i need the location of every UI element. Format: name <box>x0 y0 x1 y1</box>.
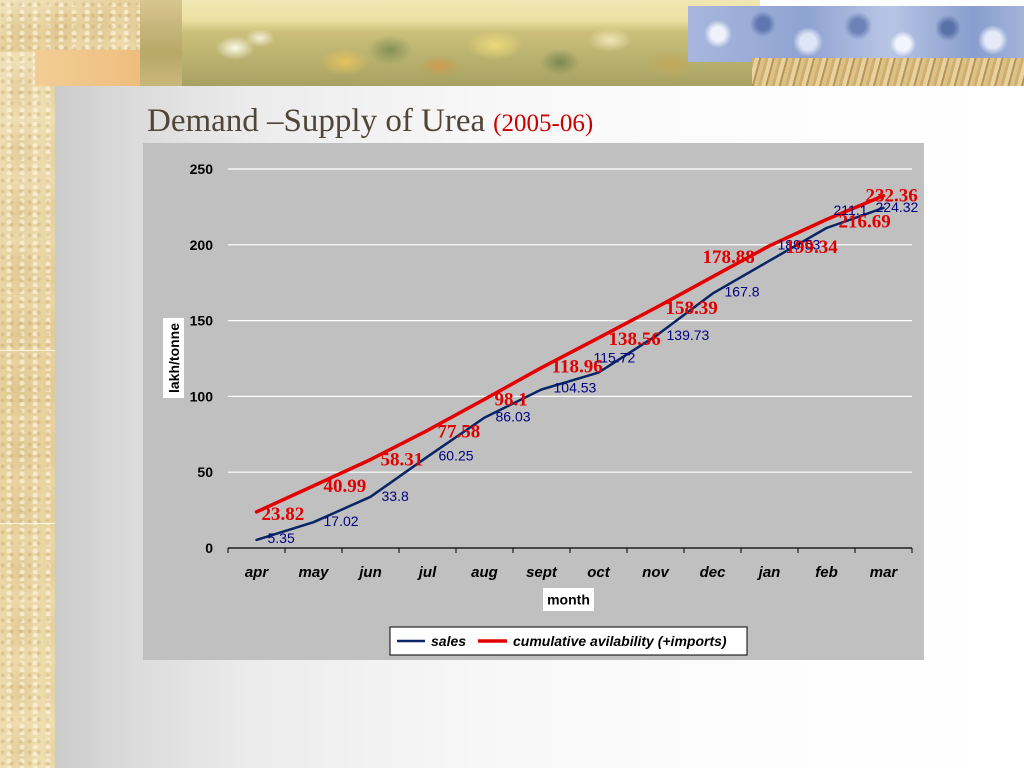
cumulative-data-label-apr: 23.82 <box>262 504 305 525</box>
x-tick-label-mar: mar <box>870 564 899 581</box>
x-tick-label-aug: aug <box>471 564 498 581</box>
banner-flowers-image <box>688 6 1024 62</box>
x-tick-label-feb: feb <box>815 564 838 581</box>
axes: 0 50 100 150 200 250 apr may jun jul aug sept oct nov… <box>190 161 913 581</box>
y-tick-label-0: 0 <box>205 540 213 556</box>
cumulative-data-label-aug: 98.1 <box>495 389 528 410</box>
x-tick-label-nov: nov <box>642 564 670 581</box>
cumulative-data-label-sept: 118.96 <box>552 357 603 378</box>
banner-leaves-edge <box>140 0 182 86</box>
sales-line <box>255 206 885 542</box>
peach-accent-block <box>35 50 143 86</box>
parchment-seam <box>0 523 55 524</box>
x-axis-title: month <box>547 592 590 608</box>
parchment-left-strip <box>0 0 55 768</box>
banner-wheat-image <box>752 58 1024 86</box>
line-chart: 0 50 100 150 200 250 apr may jun jul aug sept oct nov… <box>143 143 924 660</box>
legend-label-sales: sales <box>431 633 466 649</box>
sales-data-label-may: 17.02 <box>324 513 359 529</box>
series-lines <box>254 193 886 542</box>
y-axis-title-background <box>163 318 184 398</box>
x-axis-title-group: month <box>543 588 594 611</box>
y-tick-label-250: 250 <box>190 161 214 177</box>
chart-background <box>143 143 924 660</box>
data-labels: 5.35 17.02 33.8 60.25 86.03 104.53 115.72 139.7… <box>262 186 919 546</box>
sales-data-label-aug: 86.03 <box>496 409 531 425</box>
cumulative-data-label-jan: 199.34 <box>786 237 839 258</box>
x-tick-label-apr: apr <box>245 564 270 581</box>
sales-data-label-sept: 104.53 <box>554 380 597 396</box>
cumulative-data-label-oct: 138.56 <box>609 329 661 350</box>
slide-title: Demand –Supply of Urea (2005-06) <box>147 105 593 138</box>
title-text: Demand –Supply of Urea <box>147 103 486 139</box>
x-tick-label-sept: sept <box>526 564 558 581</box>
sales-data-label-apr: 5.35 <box>268 530 295 546</box>
y-tick-label-150: 150 <box>190 313 214 329</box>
x-tick-label-jun: jun <box>357 564 382 581</box>
title-year: (2005-06) <box>493 110 594 137</box>
x-tick-label-may: may <box>298 564 329 581</box>
sales-data-label-nov: 139.73 <box>667 327 710 343</box>
y-axis-title: lakh/tonne <box>166 323 182 393</box>
cumulative-data-label-may: 40.99 <box>324 476 367 497</box>
sales-data-label-oct: 115.72 <box>594 350 636 366</box>
parchment-seam <box>0 350 55 351</box>
cumulative-data-label-dec: 178.88 <box>703 247 755 268</box>
x-tick-label-oct: oct <box>587 564 611 581</box>
cumulative-availability-line <box>254 193 886 514</box>
x-tick-label-jan: jan <box>757 564 781 581</box>
sales-data-label-jan: 189.53 <box>778 237 821 253</box>
cumulative-data-label-nov: 158.39 <box>666 298 718 319</box>
y-tick-label-200: 200 <box>190 237 214 253</box>
cumulative-data-label-mar: 232.36 <box>866 186 918 207</box>
sales-data-label-jun: 33.8 <box>382 488 409 504</box>
legend: sales cumulative avilability (+imports) <box>389 626 748 656</box>
parchment-top-left <box>0 0 142 52</box>
y-tick-label-100: 100 <box>190 388 214 404</box>
legend-label-cumulative-availability: cumulative avilability (+imports) <box>513 633 727 649</box>
sales-data-label-feb: 211.1 <box>834 202 868 218</box>
legend-box <box>389 626 748 656</box>
x-axis-title-background <box>543 588 594 611</box>
cumulative-data-label-feb: 216.69 <box>839 211 891 232</box>
cumulative-data-label-jul: 77.58 <box>438 421 481 442</box>
y-tick-label-50: 50 <box>197 464 213 480</box>
x-tick-label-jul: jul <box>417 564 437 581</box>
sales-data-label-mar: 224.32 <box>876 199 919 215</box>
cumulative-data-label-jun: 58.31 <box>381 450 424 471</box>
x-tick-label-dec: dec <box>700 564 727 581</box>
banner-leaves-image <box>140 0 760 86</box>
sales-data-label-jul: 60.25 <box>439 448 474 464</box>
y-axis-title-group: lakh/tonne <box>163 318 184 398</box>
sales-data-label-dec: 167.8 <box>725 284 760 300</box>
